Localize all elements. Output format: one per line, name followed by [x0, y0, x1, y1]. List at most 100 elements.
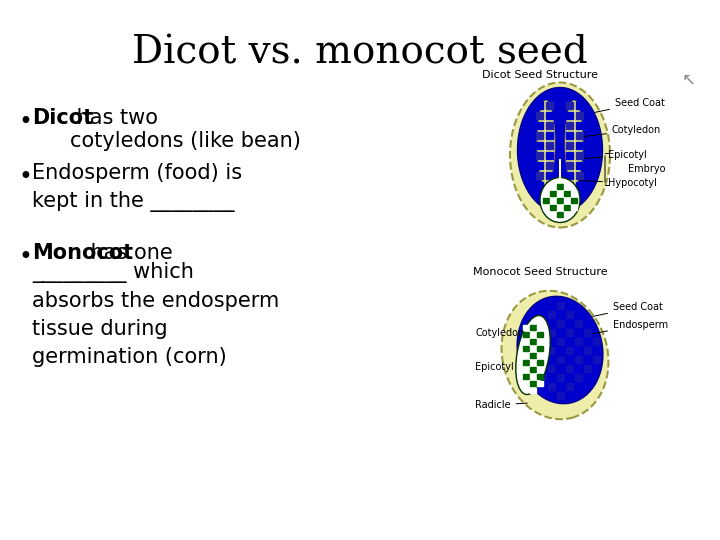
Bar — [566, 142, 573, 149]
Bar — [565, 328, 572, 335]
Bar — [576, 112, 583, 119]
Bar — [593, 347, 600, 354]
Text: •: • — [18, 245, 32, 269]
Bar — [557, 310, 564, 318]
Bar — [565, 301, 572, 308]
Bar — [546, 112, 553, 119]
Bar — [546, 172, 553, 179]
Bar — [539, 320, 546, 327]
Bar — [557, 205, 562, 210]
Bar — [575, 310, 582, 318]
Bar — [536, 182, 543, 189]
Bar — [530, 346, 536, 351]
Bar — [583, 347, 590, 354]
Bar — [576, 102, 583, 109]
Text: Embryo: Embryo — [628, 164, 665, 174]
Bar — [557, 392, 564, 399]
Bar — [583, 355, 590, 362]
Bar — [539, 328, 546, 335]
Bar — [523, 325, 528, 330]
Bar — [529, 347, 536, 354]
Bar — [529, 320, 536, 327]
Bar — [583, 338, 590, 345]
Bar — [536, 112, 543, 119]
Ellipse shape — [540, 178, 580, 222]
Bar — [536, 162, 543, 169]
Bar — [537, 353, 542, 358]
Bar — [530, 325, 536, 330]
Bar — [557, 191, 562, 196]
Bar — [557, 355, 564, 362]
Text: Monocot: Monocot — [32, 243, 133, 263]
Bar — [565, 392, 572, 399]
Bar — [575, 364, 582, 372]
Bar — [536, 152, 543, 159]
Text: Cotyledon: Cotyledon — [582, 125, 661, 137]
Bar — [565, 310, 572, 318]
Bar — [550, 198, 556, 203]
Text: •: • — [18, 110, 32, 134]
Text: Seed Coat: Seed Coat — [593, 302, 663, 316]
Bar — [536, 172, 543, 179]
Bar — [593, 338, 600, 345]
Bar — [537, 325, 542, 330]
Bar — [564, 198, 570, 203]
Bar — [546, 122, 553, 129]
Bar — [530, 360, 536, 365]
Bar — [523, 339, 528, 344]
Bar — [583, 364, 590, 372]
Bar — [536, 102, 543, 109]
Bar — [530, 332, 536, 337]
Bar — [529, 328, 536, 335]
Ellipse shape — [517, 296, 603, 404]
Text: Endosperm: Endosperm — [588, 320, 668, 334]
Text: Dicot: Dicot — [32, 108, 93, 128]
Bar — [550, 191, 556, 196]
Bar — [576, 122, 583, 129]
Bar — [529, 355, 536, 362]
Bar — [566, 122, 573, 129]
Bar — [546, 132, 553, 139]
Bar — [566, 152, 573, 159]
Text: Epicotyl: Epicotyl — [568, 150, 647, 160]
Bar — [547, 374, 554, 381]
Bar — [565, 320, 572, 327]
Bar — [523, 360, 528, 365]
Bar — [583, 320, 590, 327]
Bar — [539, 355, 546, 362]
Bar — [576, 142, 583, 149]
Bar — [523, 353, 528, 358]
Bar — [576, 132, 583, 139]
Bar — [576, 172, 583, 179]
Text: Dicot vs. monocot seed: Dicot vs. monocot seed — [132, 35, 588, 72]
Bar — [566, 102, 573, 109]
Ellipse shape — [516, 315, 550, 395]
Bar — [564, 184, 570, 189]
Bar — [530, 374, 536, 379]
Bar — [547, 364, 554, 372]
Text: has two
cotyledons (like bean): has two cotyledons (like bean) — [70, 108, 301, 151]
Bar — [565, 382, 572, 389]
Bar — [529, 374, 536, 381]
Bar — [557, 320, 564, 327]
Ellipse shape — [510, 83, 610, 227]
Bar — [575, 355, 582, 362]
Bar — [546, 182, 553, 189]
Bar — [583, 374, 590, 381]
Bar — [543, 191, 549, 196]
Bar — [565, 355, 572, 362]
Bar — [539, 347, 546, 354]
Bar — [575, 382, 582, 389]
Bar — [557, 374, 564, 381]
Bar — [523, 374, 528, 379]
Bar — [537, 339, 542, 344]
Text: Epicotyl: Epicotyl — [475, 362, 524, 372]
Text: _________ which
absorbs the endosperm
tissue during
germination (corn): _________ which absorbs the endosperm ti… — [32, 262, 279, 367]
Bar — [564, 212, 570, 217]
Bar — [530, 388, 536, 393]
Bar — [557, 338, 564, 345]
Bar — [557, 347, 564, 354]
Bar — [536, 122, 543, 129]
Text: Radicle: Radicle — [475, 400, 527, 410]
Bar — [530, 367, 536, 372]
